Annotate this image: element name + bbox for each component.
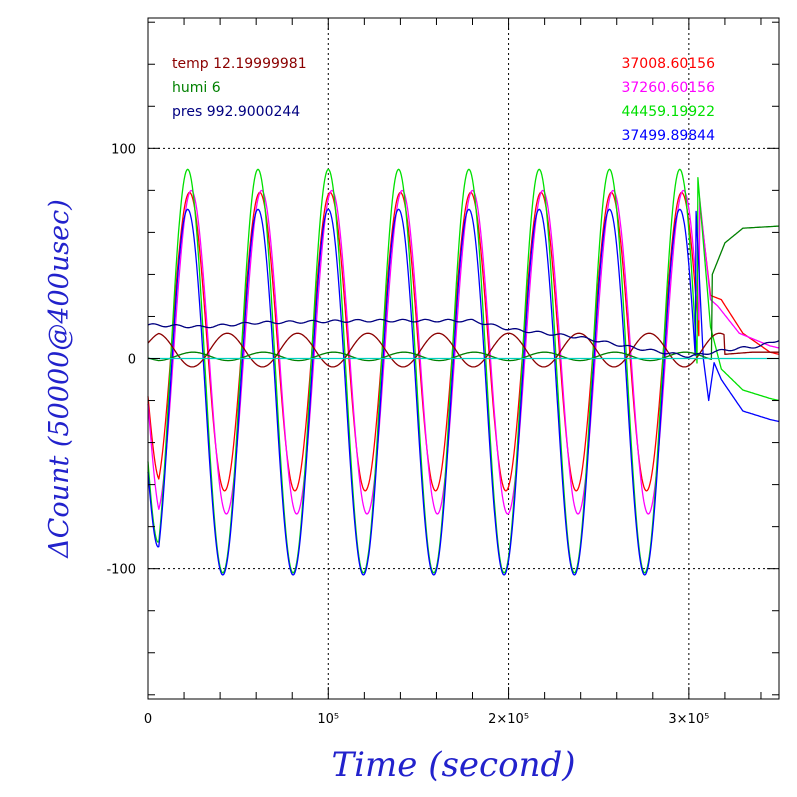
- legend-entry: 37260.60156: [621, 80, 715, 96]
- x-tick-label: 10⁵: [317, 712, 339, 727]
- x-tick-label: 0: [144, 712, 152, 727]
- series-line: [147, 318, 780, 358]
- tick-marks: [148, 18, 779, 699]
- legend: temp 12.19999981 humi 6 pres 992.9000244 37…: [172, 56, 715, 144]
- series-line: [147, 208, 780, 576]
- legend-entry: pres 992.9000244: [172, 104, 300, 120]
- tick-labels: 0 10⁵ 2×10⁵ 3×10⁵ 100 0 -100: [106, 142, 709, 727]
- legend-entry: 44459.19922: [621, 104, 715, 120]
- legend-entry: 37008.60156: [621, 56, 715, 72]
- series-layer: [147, 168, 780, 576]
- x-tick-label: 3×10⁵: [668, 712, 709, 727]
- legend-entry: humi 6: [172, 80, 221, 96]
- y-tick-label: 0: [128, 353, 136, 368]
- legend-entry: 37499.89844: [621, 128, 715, 144]
- series-line: [147, 189, 780, 515]
- y-axis-title: ΔCount (50000@400usec): [44, 199, 75, 558]
- series-line: [147, 168, 780, 574]
- legend-entry: temp 12.19999981: [172, 56, 307, 72]
- series-line: [147, 191, 780, 492]
- x-axis-title: Time (second): [332, 745, 576, 785]
- y-tick-label: 100: [111, 142, 136, 157]
- y-tick-label: -100: [106, 563, 136, 578]
- series-line: [147, 225, 779, 362]
- x-tick-label: 2×10⁵: [488, 712, 529, 727]
- series-line: [147, 332, 779, 368]
